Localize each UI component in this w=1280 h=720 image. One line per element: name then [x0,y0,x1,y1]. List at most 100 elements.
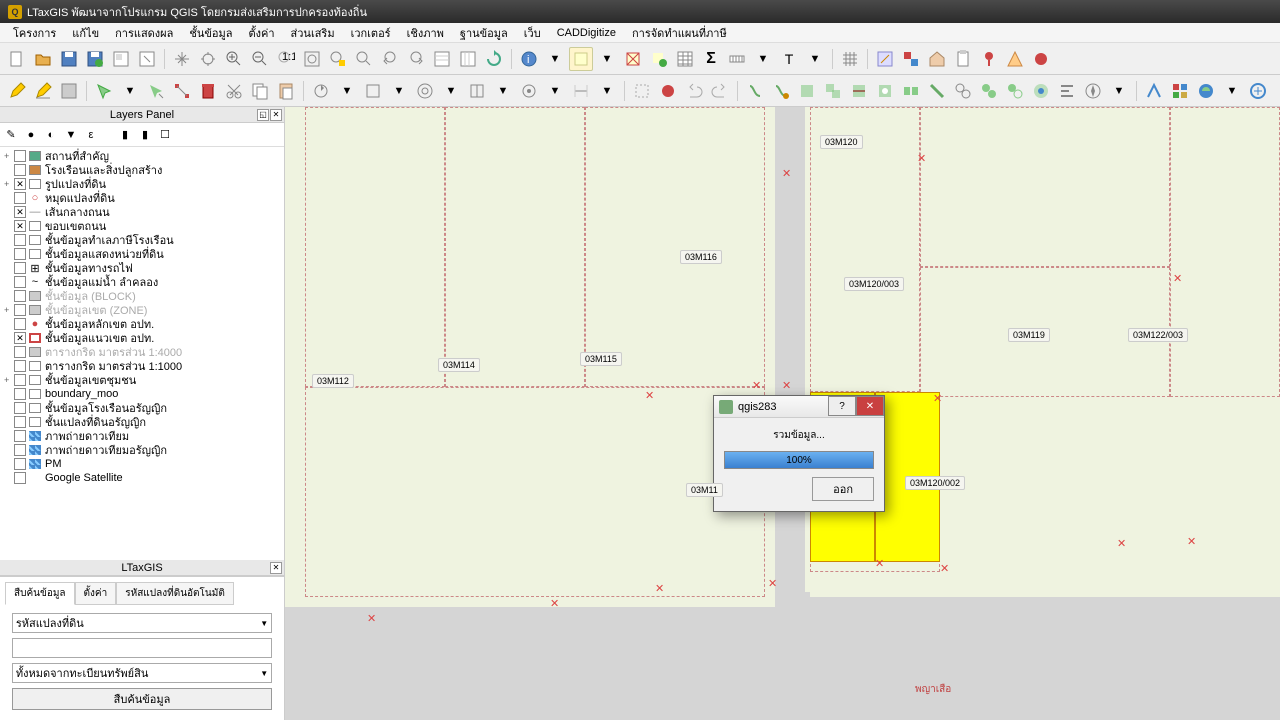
g4-icon[interactable] [821,79,845,103]
source-combo[interactable]: ทั้งหมดจากทะเบียนทรัพย์สิน [12,663,272,683]
layer-item[interactable]: ชั้นข้อมูลแสดงหน่วยที่ดิน [2,247,282,261]
rotate-icon[interactable] [309,79,333,103]
edit-icon[interactable] [873,47,897,71]
lt2-icon[interactable]: ● [23,127,39,143]
move-icon[interactable] [144,79,168,103]
g5-icon[interactable] [847,79,871,103]
comp-dd[interactable]: ▼ [1107,79,1131,103]
info-icon[interactable]: i [517,47,541,71]
parcel-code-combo[interactable]: รหัสแปลงที่ดิน [12,613,272,633]
menu-เว็บ[interactable]: เว็บ [516,22,549,44]
simplify-icon[interactable] [361,79,385,103]
map2-icon[interactable] [456,47,480,71]
layer-item[interactable]: +✕รูปแปลงที่ดิน [2,177,282,191]
split-icon[interactable] [569,79,593,103]
layer-item[interactable]: ตารางกริด มาตรส่วน 1:1000 [2,359,282,373]
menu-CADDigitize[interactable]: CADDigitize [549,25,624,41]
sum-icon[interactable]: Σ [699,47,723,71]
align-icon[interactable] [1055,79,1079,103]
tab-auto[interactable]: รหัสแปลงที่ดินอัตโนมัติ [116,582,234,605]
search-input[interactable] [12,638,272,658]
deselect-icon[interactable] [621,47,645,71]
map-canvas[interactable]: พญาเสือ ✕ ✕ ✕ ✕ ✕ ✕ ✕ ✕ ✕ ✕ ✕ ✕ ✕ ✕ ✕ qg… [285,107,1280,720]
g8-icon[interactable] [925,79,949,103]
menu-โครงการ[interactable]: โครงการ [5,22,64,44]
menu-แก้ไข[interactable]: แก้ไข [64,22,107,44]
style-icon[interactable] [899,47,923,71]
dock-icon[interactable]: ◱ [257,109,269,121]
pin-icon[interactable] [977,47,1001,71]
zoomin-icon[interactable] [222,47,246,71]
zoomlast-icon[interactable] [378,47,402,71]
menu-การแสดงผล[interactable]: การแสดงผล [107,22,181,44]
part-icon[interactable] [465,79,489,103]
menu-การจัดทำแผนที่ภาษี[interactable]: การจัดทำแผนที่ภาษี [624,22,735,44]
g2-icon[interactable] [769,79,793,103]
layer-item[interactable]: ภาพถ่ายดาวเทียมอรัญญิก [2,443,282,457]
paste-icon[interactable] [274,79,298,103]
v3-dd[interactable]: ▼ [1220,79,1244,103]
dialog-exit-button[interactable]: ออก [812,477,874,501]
menu-ตั้งค่า[interactable]: ตั้งค่า [240,22,282,44]
layer-tree[interactable]: +สถานที่สำคัญโรงเรือนและสิ่งปลูกสร้าง+✕ร… [0,147,284,556]
reshape-dd[interactable]: ▼ [543,79,567,103]
simplify-dd[interactable]: ▼ [387,79,411,103]
layer-item[interactable]: ○หมุดแปลงที่ดิน [2,191,282,205]
lt3-icon[interactable]: ◐ [43,127,59,143]
g7-icon[interactable] [899,79,923,103]
delete-icon[interactable] [196,79,220,103]
dialog-close-button[interactable]: ✕ [856,396,884,416]
zoomsel-icon[interactable] [326,47,350,71]
layer-item[interactable]: โรงเรือนและสิ่งปลูกสร้าง [2,163,282,177]
tab-settings[interactable]: ตั้งค่า [75,582,117,605]
layout2-icon[interactable] [135,47,159,71]
home-icon[interactable] [925,47,949,71]
newsel-icon[interactable] [647,47,671,71]
comp-icon[interactable] [1081,79,1105,103]
close-icon[interactable]: ✕ [270,109,282,121]
select-dd-icon[interactable]: ▼ [595,47,619,71]
ring-dd[interactable]: ▼ [439,79,463,103]
dialog-help-button[interactable]: ? [828,396,856,416]
redo-icon[interactable] [708,79,732,103]
v4-icon[interactable] [1246,79,1270,103]
pencil2-icon[interactable] [31,79,55,103]
pan2-icon[interactable] [196,47,220,71]
cut-icon[interactable] [222,79,246,103]
save2-icon[interactable] [57,79,81,103]
text-dd-icon[interactable]: ▼ [803,47,827,71]
menu-เชิงภาพ[interactable]: เชิงภาพ [399,22,452,44]
part-dd[interactable]: ▼ [491,79,515,103]
ltax-close-icon[interactable]: ✕ [270,562,282,574]
saveas-icon[interactable] [83,47,107,71]
g3-icon[interactable] [795,79,819,103]
node-icon[interactable] [170,79,194,103]
rotate-dd[interactable]: ▼ [335,79,359,103]
layer-item[interactable]: ชั้นแปลงที่ดินอรัญญิก [2,415,282,429]
split-dd[interactable]: ▼ [595,79,619,103]
open-icon[interactable] [31,47,55,71]
v3-icon[interactable] [1194,79,1218,103]
layer-item[interactable]: ~ชั้นข้อมูลแม่น้ำ ลำคลอง [2,275,282,289]
grid-icon[interactable] [838,47,862,71]
addfeat-icon[interactable] [92,79,116,103]
g6-icon[interactable] [873,79,897,103]
remove-icon[interactable]: ☐ [157,127,173,143]
save-icon[interactable] [57,47,81,71]
layer-item[interactable]: +ชั้นข้อมูลเขตชุมชน [2,373,282,387]
zoom1-icon[interactable]: 1:1 [274,47,298,71]
tab-search[interactable]: สืบค้นข้อมูล [5,582,75,605]
addfeat-dd-icon[interactable]: ▼ [118,79,142,103]
warn-icon[interactable] [1003,47,1027,71]
layout-icon[interactable] [109,47,133,71]
zoomout-icon[interactable] [248,47,272,71]
g11-icon[interactable] [1003,79,1027,103]
copy-icon[interactable] [248,79,272,103]
refresh-icon[interactable] [482,47,506,71]
expand-icon[interactable]: ▮ [117,127,133,143]
map1-icon[interactable] [430,47,454,71]
collapse-icon[interactable]: ▮ [137,127,153,143]
dig1-icon[interactable] [630,79,654,103]
measure-icon[interactable] [725,47,749,71]
zoomlayer-icon[interactable] [352,47,376,71]
